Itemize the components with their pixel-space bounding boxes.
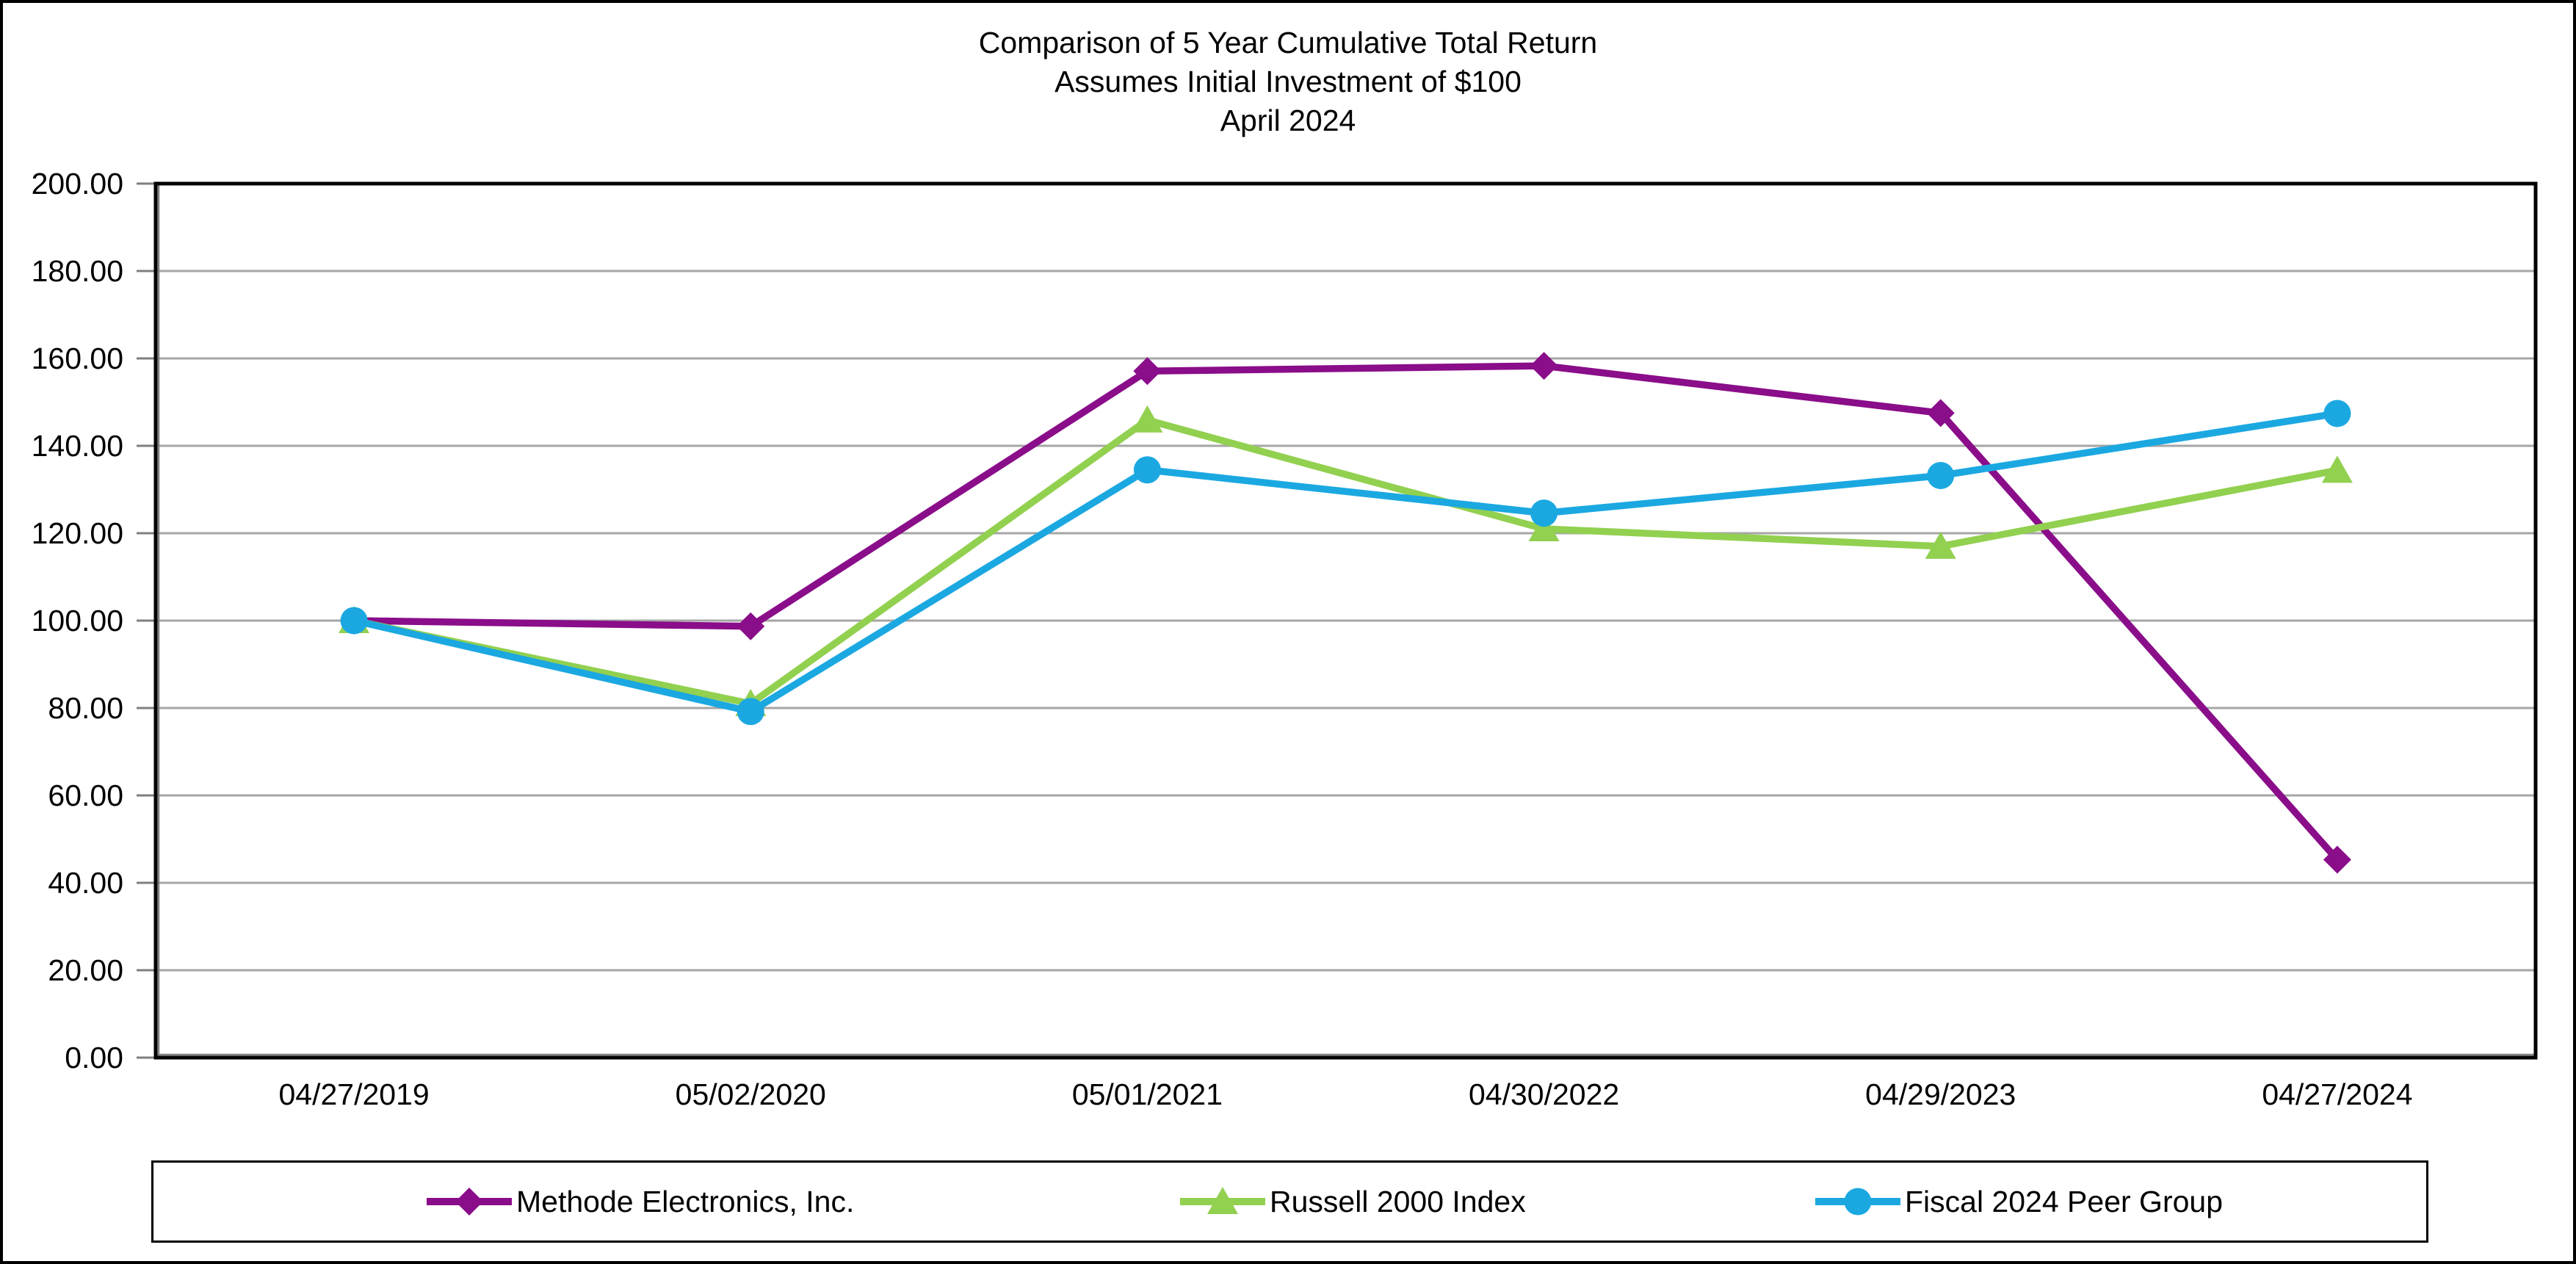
- y-tick-label: 120.00: [32, 516, 123, 550]
- legend-entry-methode: Methode Electronics, Inc.: [427, 1163, 854, 1240]
- series-line-2: [350, 410, 2341, 715]
- series-2-marker-1: [737, 698, 764, 726]
- x-category-label: 05/02/2020: [676, 1077, 826, 1111]
- series-2-marker-4: [1927, 461, 1955, 489]
- x-category-label: 04/27/2019: [278, 1077, 429, 1111]
- legend-label-peer-group: Fiscal 2024 Peer Group: [1905, 1184, 2224, 1218]
- legend-swatch-marker: [1844, 1188, 1872, 1216]
- plot-border: [153, 181, 2538, 1060]
- series-0-marker-4: [1926, 399, 1955, 427]
- legend-swatch-russell: [1180, 1187, 1265, 1214]
- legend-swatch-marker: [1207, 1187, 1238, 1214]
- legend-swatch-marker: [455, 1188, 483, 1216]
- y-tick-label: 60.00: [48, 779, 123, 812]
- x-category-label: 04/29/2023: [1865, 1077, 2016, 1111]
- series-1-marker-5: [2321, 455, 2353, 483]
- x-category-label: 05/01/2021: [1072, 1077, 1223, 1111]
- legend-entry-peer-group: Fiscal 2024 Peer Group: [1815, 1163, 2223, 1240]
- y-tick-label: 80.00: [48, 691, 123, 725]
- series-2-marker-3: [1530, 499, 1558, 527]
- y-tick-label: 200.00: [32, 167, 123, 201]
- y-tick-label: 180.00: [32, 254, 123, 288]
- legend-entry-russell: Russell 2000 Index: [1180, 1163, 1526, 1240]
- y-tick-label: 160.00: [32, 342, 123, 375]
- legend: Methode Electronics, Inc. Russell 2000 I…: [151, 1160, 2428, 1243]
- title-line-2: Assumes Initial Investment of $100: [1054, 65, 1522, 98]
- series-2-marker-0: [340, 607, 368, 635]
- series-0-marker-2: [1133, 357, 1162, 386]
- legend-swatch-peer-group: [1815, 1188, 1900, 1216]
- y-tick-label: 0.00: [65, 1041, 123, 1075]
- y-tick-label: 20.00: [48, 953, 123, 987]
- legend-label-methode: Methode Electronics, Inc.: [516, 1184, 855, 1218]
- series-0-marker-5: [2323, 845, 2351, 874]
- y-tick-label: 40.00: [48, 866, 123, 900]
- title-line-3: April 2024: [1220, 104, 1356, 137]
- series-line-0: [350, 362, 2341, 864]
- x-category-label: 04/30/2022: [1469, 1077, 1619, 1111]
- series-2-marker-2: [1133, 456, 1161, 484]
- title-line-1: Comparison of 5 Year Cumulative Total Re…: [978, 26, 1598, 59]
- legend-label-russell: Russell 2000 Index: [1270, 1184, 1526, 1218]
- series-1-marker-3: [1528, 514, 1560, 542]
- plot-area: 0.00 20.00 40.00 60.00 80.00 100.00 120.00 140.…: [32, 167, 2538, 1111]
- series-line-1: [350, 416, 2341, 707]
- series-0-marker-3: [1530, 352, 1558, 380]
- series-2-marker-5: [2323, 400, 2351, 427]
- series-1-marker-4: [1925, 531, 1956, 559]
- series-0-marker-1: [737, 612, 765, 640]
- series-1-marker-2: [1132, 405, 1163, 433]
- legend-swatch-methode: [427, 1188, 512, 1216]
- x-category-label: 04/27/2024: [2262, 1077, 2412, 1111]
- y-tick-label: 140.00: [32, 429, 123, 463]
- chart-title: Comparison of 5 Year Cumulative Total Re…: [3, 24, 2573, 140]
- y-tick-label: 100.00: [32, 604, 123, 638]
